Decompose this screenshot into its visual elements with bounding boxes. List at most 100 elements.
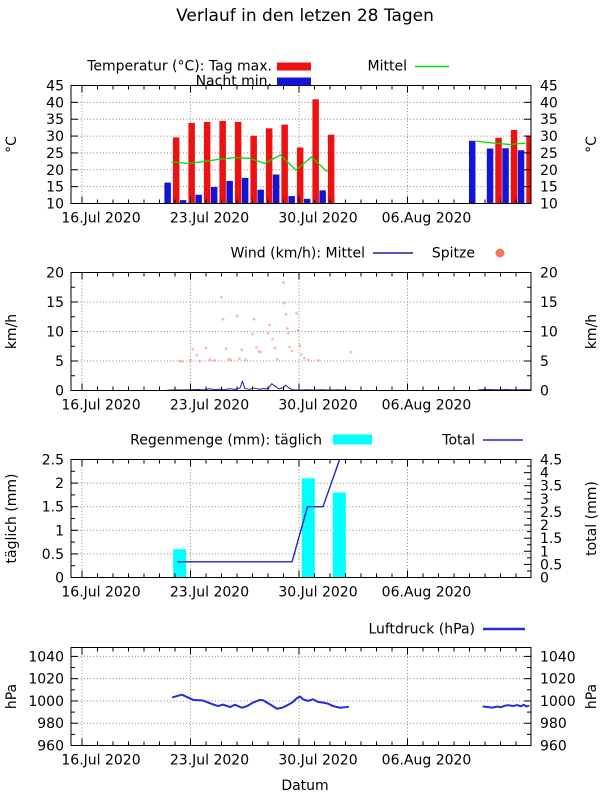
night-min-bars bbox=[164, 140, 525, 204]
svg-text:23.Jul 2020: 23.Jul 2020 bbox=[170, 753, 249, 769]
svg-text:Total: Total bbox=[441, 433, 475, 449]
svg-text:0: 0 bbox=[55, 384, 64, 400]
svg-text:total (mm): total (mm) bbox=[584, 481, 600, 556]
svg-text:Wind (km/h): Mittel: Wind (km/h): Mittel bbox=[230, 246, 365, 262]
svg-text:15: 15 bbox=[540, 180, 558, 196]
rain-frame: 00.511.522.500.511.522.533.544.516.Jul 2… bbox=[42, 453, 563, 601]
svg-text:1: 1 bbox=[540, 544, 549, 560]
svg-text:25: 25 bbox=[540, 146, 558, 162]
svg-text:0.5: 0.5 bbox=[42, 547, 64, 563]
svg-text:hPa: hPa bbox=[584, 684, 600, 709]
svg-text:45: 45 bbox=[540, 79, 558, 95]
svg-text:3.5: 3.5 bbox=[540, 479, 562, 495]
svg-text:35: 35 bbox=[46, 112, 64, 128]
svg-text:4: 4 bbox=[540, 466, 549, 482]
rain-total-line bbox=[177, 459, 341, 563]
svg-text:0.5: 0.5 bbox=[540, 557, 562, 573]
svg-text:15: 15 bbox=[46, 295, 64, 311]
svg-text:30: 30 bbox=[46, 129, 64, 145]
svg-text:30: 30 bbox=[540, 129, 558, 145]
svg-text:16.Jul 2020: 16.Jul 2020 bbox=[61, 585, 140, 601]
svg-text:0: 0 bbox=[540, 571, 549, 587]
svg-text:15: 15 bbox=[540, 295, 558, 311]
wind-legend: Wind (km/h): Mittel Spitze bbox=[230, 246, 505, 262]
svg-text:15: 15 bbox=[46, 180, 64, 196]
svg-text:km/h: km/h bbox=[584, 314, 600, 349]
pressure-panel: 960 980 1000 1020 1040 960 980 1000 1020 1040 16.J… bbox=[4, 622, 600, 769]
wind-mean-line bbox=[166, 380, 531, 391]
svg-text:1.5: 1.5 bbox=[540, 531, 562, 547]
svg-text:23.Jul 2020: 23.Jul 2020 bbox=[170, 585, 249, 601]
pressure-legend: Luftdruck (hPa) bbox=[368, 622, 525, 638]
temperature-mean-line bbox=[171, 140, 526, 173]
svg-text:Luftdruck (hPa): Luftdruck (hPa) bbox=[368, 622, 475, 638]
svg-text:40: 40 bbox=[540, 95, 558, 111]
rain-daily-bars bbox=[173, 478, 346, 578]
svg-text:°C: °C bbox=[584, 136, 600, 153]
svg-text:°C: °C bbox=[4, 136, 20, 153]
rain-series bbox=[173, 459, 346, 578]
svg-text:1.5: 1.5 bbox=[42, 500, 64, 516]
svg-text:1000: 1000 bbox=[28, 694, 64, 710]
wind-series bbox=[166, 281, 531, 391]
svg-text:Mittel: Mittel bbox=[368, 59, 407, 75]
svg-text:20: 20 bbox=[540, 163, 558, 179]
svg-text:30.Jul 2020: 30.Jul 2020 bbox=[278, 398, 357, 414]
svg-text:10: 10 bbox=[540, 325, 558, 341]
svg-text:1020: 1020 bbox=[28, 672, 64, 688]
svg-text:16.Jul 2020: 16.Jul 2020 bbox=[61, 211, 140, 227]
rain-axes bbox=[71, 459, 531, 578]
svg-text:Temperatur (°C): Tag max.: Temperatur (°C): Tag max. bbox=[86, 59, 272, 75]
wind-panel: 0 5 10 15 20 0 5 10 15 20 16.Jul 2020 23.Jul 2020 30… bbox=[4, 246, 600, 414]
svg-text:0: 0 bbox=[55, 571, 64, 587]
svg-text:5: 5 bbox=[540, 354, 549, 370]
svg-text:980: 980 bbox=[540, 716, 567, 732]
svg-text:4.5: 4.5 bbox=[540, 453, 562, 469]
wind-axes bbox=[71, 272, 531, 391]
temperature-legend: Temperatur (°C): Tag max. Mittel Nacht min… bbox=[86, 59, 449, 90]
svg-text:0: 0 bbox=[540, 384, 549, 400]
rain-legend: Regenmenge (mm): täglich Total bbox=[130, 433, 523, 449]
svg-text:1040: 1040 bbox=[28, 649, 64, 665]
svg-text:06.Aug 2020: 06.Aug 2020 bbox=[382, 398, 472, 414]
svg-text:1: 1 bbox=[55, 523, 64, 539]
svg-text:45: 45 bbox=[46, 79, 64, 95]
svg-text:23.Jul 2020: 23.Jul 2020 bbox=[170, 211, 249, 227]
svg-text:hPa: hPa bbox=[4, 684, 20, 709]
svg-text:Nacht min.: Nacht min. bbox=[196, 74, 272, 90]
svg-text:3: 3 bbox=[540, 492, 549, 508]
svg-text:25: 25 bbox=[46, 146, 64, 162]
svg-text:Spitze: Spitze bbox=[432, 246, 475, 262]
pressure-frame: 960 980 1000 1020 1040 960 980 1000 1020 1040 16.J… bbox=[28, 647, 576, 769]
chart-title: Verlauf in den letzen 28 Tagen bbox=[176, 6, 434, 26]
svg-text:30.Jul 2020: 30.Jul 2020 bbox=[278, 753, 357, 769]
svg-text:2.5: 2.5 bbox=[42, 453, 64, 469]
svg-text:10: 10 bbox=[540, 197, 558, 213]
svg-text:1000: 1000 bbox=[540, 694, 576, 710]
svg-text:Regenmenge (mm): täglich: Regenmenge (mm): täglich bbox=[130, 433, 322, 449]
svg-text:40: 40 bbox=[46, 95, 64, 111]
svg-text:20: 20 bbox=[46, 163, 64, 179]
svg-text:30.Jul 2020: 30.Jul 2020 bbox=[278, 585, 357, 601]
svg-text:980: 980 bbox=[37, 716, 64, 732]
pressure-line bbox=[171, 693, 530, 710]
svg-text:5: 5 bbox=[55, 354, 64, 370]
svg-text:960: 960 bbox=[540, 739, 567, 755]
svg-text:2.5: 2.5 bbox=[540, 505, 562, 521]
svg-text:20: 20 bbox=[46, 266, 64, 282]
temperature-series bbox=[164, 99, 531, 204]
svg-text:10: 10 bbox=[46, 197, 64, 213]
svg-text:1040: 1040 bbox=[540, 649, 576, 665]
svg-text:06.Aug 2020: 06.Aug 2020 bbox=[382, 585, 472, 601]
svg-text:30.Jul 2020: 30.Jul 2020 bbox=[278, 211, 357, 227]
svg-text:16.Jul 2020: 16.Jul 2020 bbox=[61, 398, 140, 414]
rain-panel: 00.511.522.500.511.522.533.544.516.Jul 2… bbox=[4, 433, 600, 601]
svg-text:23.Jul 2020: 23.Jul 2020 bbox=[170, 398, 249, 414]
svg-text:06.Aug 2020: 06.Aug 2020 bbox=[382, 753, 472, 769]
svg-text:06.Aug 2020: 06.Aug 2020 bbox=[382, 211, 472, 227]
svg-text:2: 2 bbox=[55, 476, 64, 492]
svg-text:960: 960 bbox=[37, 739, 64, 755]
